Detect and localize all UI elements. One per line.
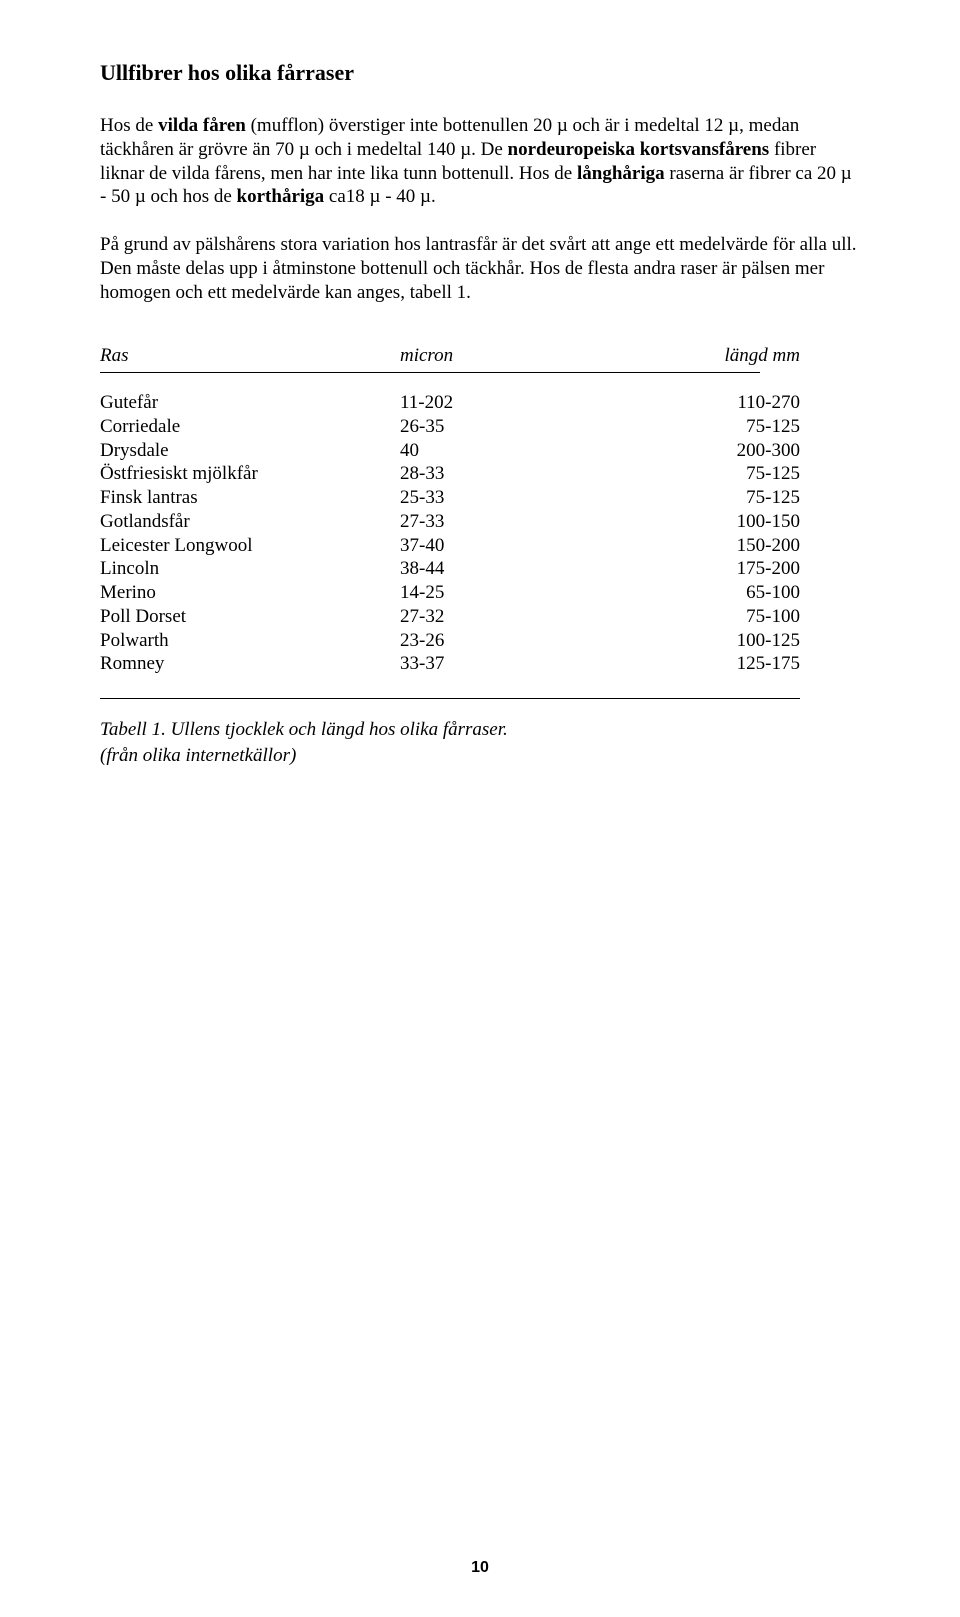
table-row: Leicester Longwool37-40150-200: [100, 534, 860, 558]
table-cell: 150-200: [600, 534, 800, 558]
table-cell: 100-150: [600, 510, 800, 534]
table-cell: 125-175: [600, 652, 800, 676]
table-cell: 75-100: [600, 605, 800, 629]
table-cell: 100-125: [600, 629, 800, 653]
table-caption-line2: (från olika internetkällor): [100, 745, 860, 767]
paragraph-2: På grund av pälshårens stora variation h…: [100, 233, 860, 304]
table-cell: 75-125: [600, 486, 800, 510]
table-rule: [100, 372, 760, 373]
table-row: Finsk lantras25-3375-125: [100, 486, 860, 510]
table-row: Merino14-2565-100: [100, 581, 860, 605]
table-cell: 75-125: [600, 462, 800, 486]
table-cell: Romney: [100, 652, 400, 676]
table-header: micron: [400, 344, 600, 368]
table-cell: 33-37: [400, 652, 600, 676]
text: Hos de: [100, 115, 158, 136]
table-cell: 75-125: [600, 415, 800, 439]
table-row: Drysdale40200-300: [100, 439, 860, 463]
table-row: Östfriesiskt mjölkfår28-3375-125: [100, 462, 860, 486]
table-cell: Leicester Longwool: [100, 534, 400, 558]
table-cell: 175-200: [600, 557, 800, 581]
data-table: Ras micron längd mm Gutefår11-202110-270…: [100, 344, 860, 767]
table-caption-line1: Tabell 1. Ullens tjocklek och längd hos …: [100, 719, 860, 741]
table-cell: 27-33: [400, 510, 600, 534]
table-cell: 110-270: [600, 391, 800, 415]
table-cell: Gotlandsfår: [100, 510, 400, 534]
table-cell: 11-202: [400, 391, 600, 415]
table-cell: 40: [400, 439, 600, 463]
page-number: 10: [0, 1559, 960, 1577]
bold-text: vilda fåren: [158, 115, 246, 136]
table-cell: 25-33: [400, 486, 600, 510]
table-cell: Finsk lantras: [100, 486, 400, 510]
table-cell: Polwarth: [100, 629, 400, 653]
table-cell: Gutefår: [100, 391, 400, 415]
table-cell: Drysdale: [100, 439, 400, 463]
text: ca18 µ - 40 µ.: [324, 186, 436, 207]
table-cell: Östfriesiskt mjölkfår: [100, 462, 400, 486]
bold-text: nordeuropeiska kortsvansfårens: [508, 139, 770, 160]
table-cell: 26-35: [400, 415, 600, 439]
table-header: längd mm: [600, 344, 800, 368]
table-cell: Poll Dorset: [100, 605, 400, 629]
table-cell: Corriedale: [100, 415, 400, 439]
table-cell: 27-32: [400, 605, 600, 629]
table-row: Romney33-37125-175: [100, 652, 860, 676]
table-cell: Merino: [100, 581, 400, 605]
table-cell: 37-40: [400, 534, 600, 558]
table-row: Lincoln38-44175-200: [100, 557, 860, 581]
table-cell: 38-44: [400, 557, 600, 581]
table-header-row: Ras micron längd mm: [100, 344, 860, 368]
paragraph-1: Hos de vilda fåren (mufflon) överstiger …: [100, 114, 860, 209]
table-header: Ras: [100, 344, 400, 368]
table-row: Gutefår11-202110-270: [100, 391, 860, 415]
table-cell: 14-25: [400, 581, 600, 605]
table-row: Gotlandsfår27-33100-150: [100, 510, 860, 534]
table-rule: [100, 698, 800, 699]
table-cell: Lincoln: [100, 557, 400, 581]
table-cell: 65-100: [600, 581, 800, 605]
table-cell: 28-33: [400, 462, 600, 486]
table-cell: 23-26: [400, 629, 600, 653]
bold-text: långhåriga: [577, 163, 665, 184]
table-row: Polwarth23-26100-125: [100, 629, 860, 653]
bold-text: korthåriga: [237, 186, 325, 207]
table-cell: 200-300: [600, 439, 800, 463]
table-row: Corriedale26-3575-125: [100, 415, 860, 439]
page-title: Ullfibrer hos olika fårraser: [100, 60, 860, 86]
table-row: Poll Dorset27-3275-100: [100, 605, 860, 629]
